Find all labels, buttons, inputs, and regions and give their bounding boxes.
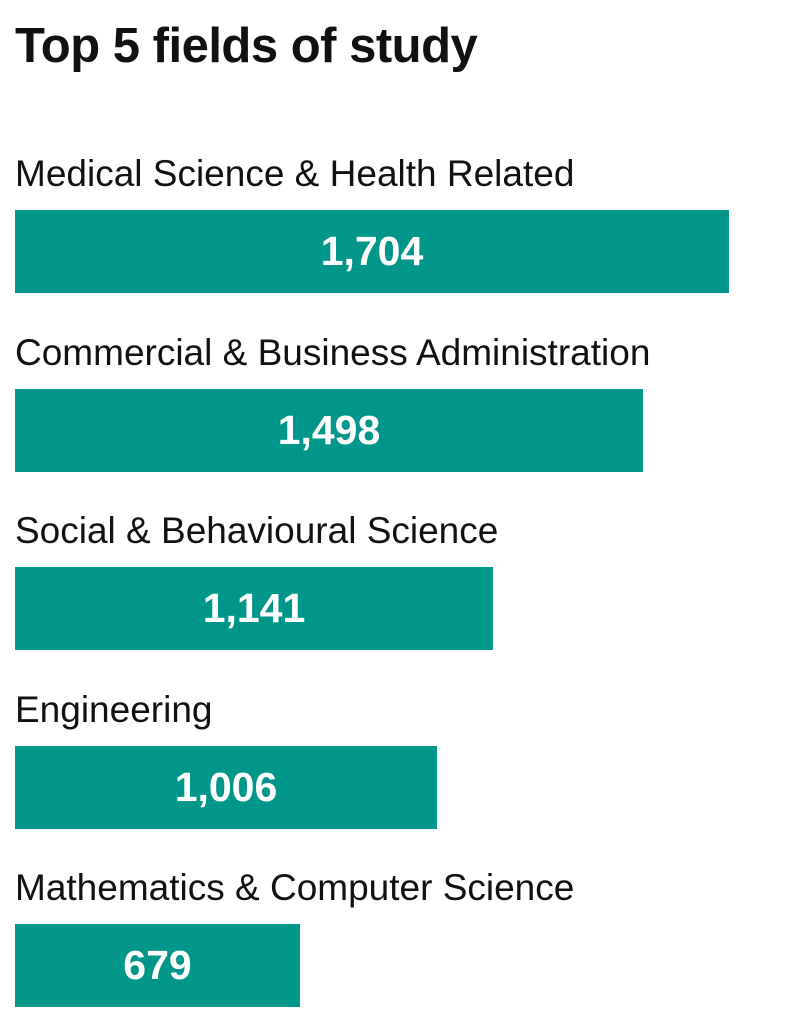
category-label: Medical Science & Health Related <box>15 153 575 194</box>
bar-value-label: 1,006 <box>174 763 278 810</box>
bar-row: Social & Behavioural Science 1,141 <box>15 507 785 657</box>
bar-value-label: 1,498 <box>277 406 381 453</box>
bar-row: Engineering 1,006 <box>15 686 785 836</box>
category-label: Social & Behavioural Science <box>15 510 499 551</box>
bar <box>15 388 643 472</box>
category-label: Mathematics & Computer Science <box>15 867 575 908</box>
bar-value-label: 1,704 <box>320 228 424 274</box>
bar <box>15 210 729 293</box>
bar-value-label: 679 <box>123 942 192 988</box>
bar <box>15 745 437 829</box>
bar-row: Medical Science & Health Related 1,704 <box>15 150 785 300</box>
category-label: Commercial & Business Administration <box>15 331 651 373</box>
bar <box>15 567 493 650</box>
chart-title: Top 5 fields of study <box>15 19 478 73</box>
bar-row: Commercial & Business Administration 1,49… <box>15 329 785 479</box>
bar-value-label: 1,141 <box>202 585 306 631</box>
category-label: Engineering <box>15 688 213 730</box>
bar-row: Mathematics & Computer Science 679 <box>15 864 785 1014</box>
bar <box>15 924 300 1007</box>
